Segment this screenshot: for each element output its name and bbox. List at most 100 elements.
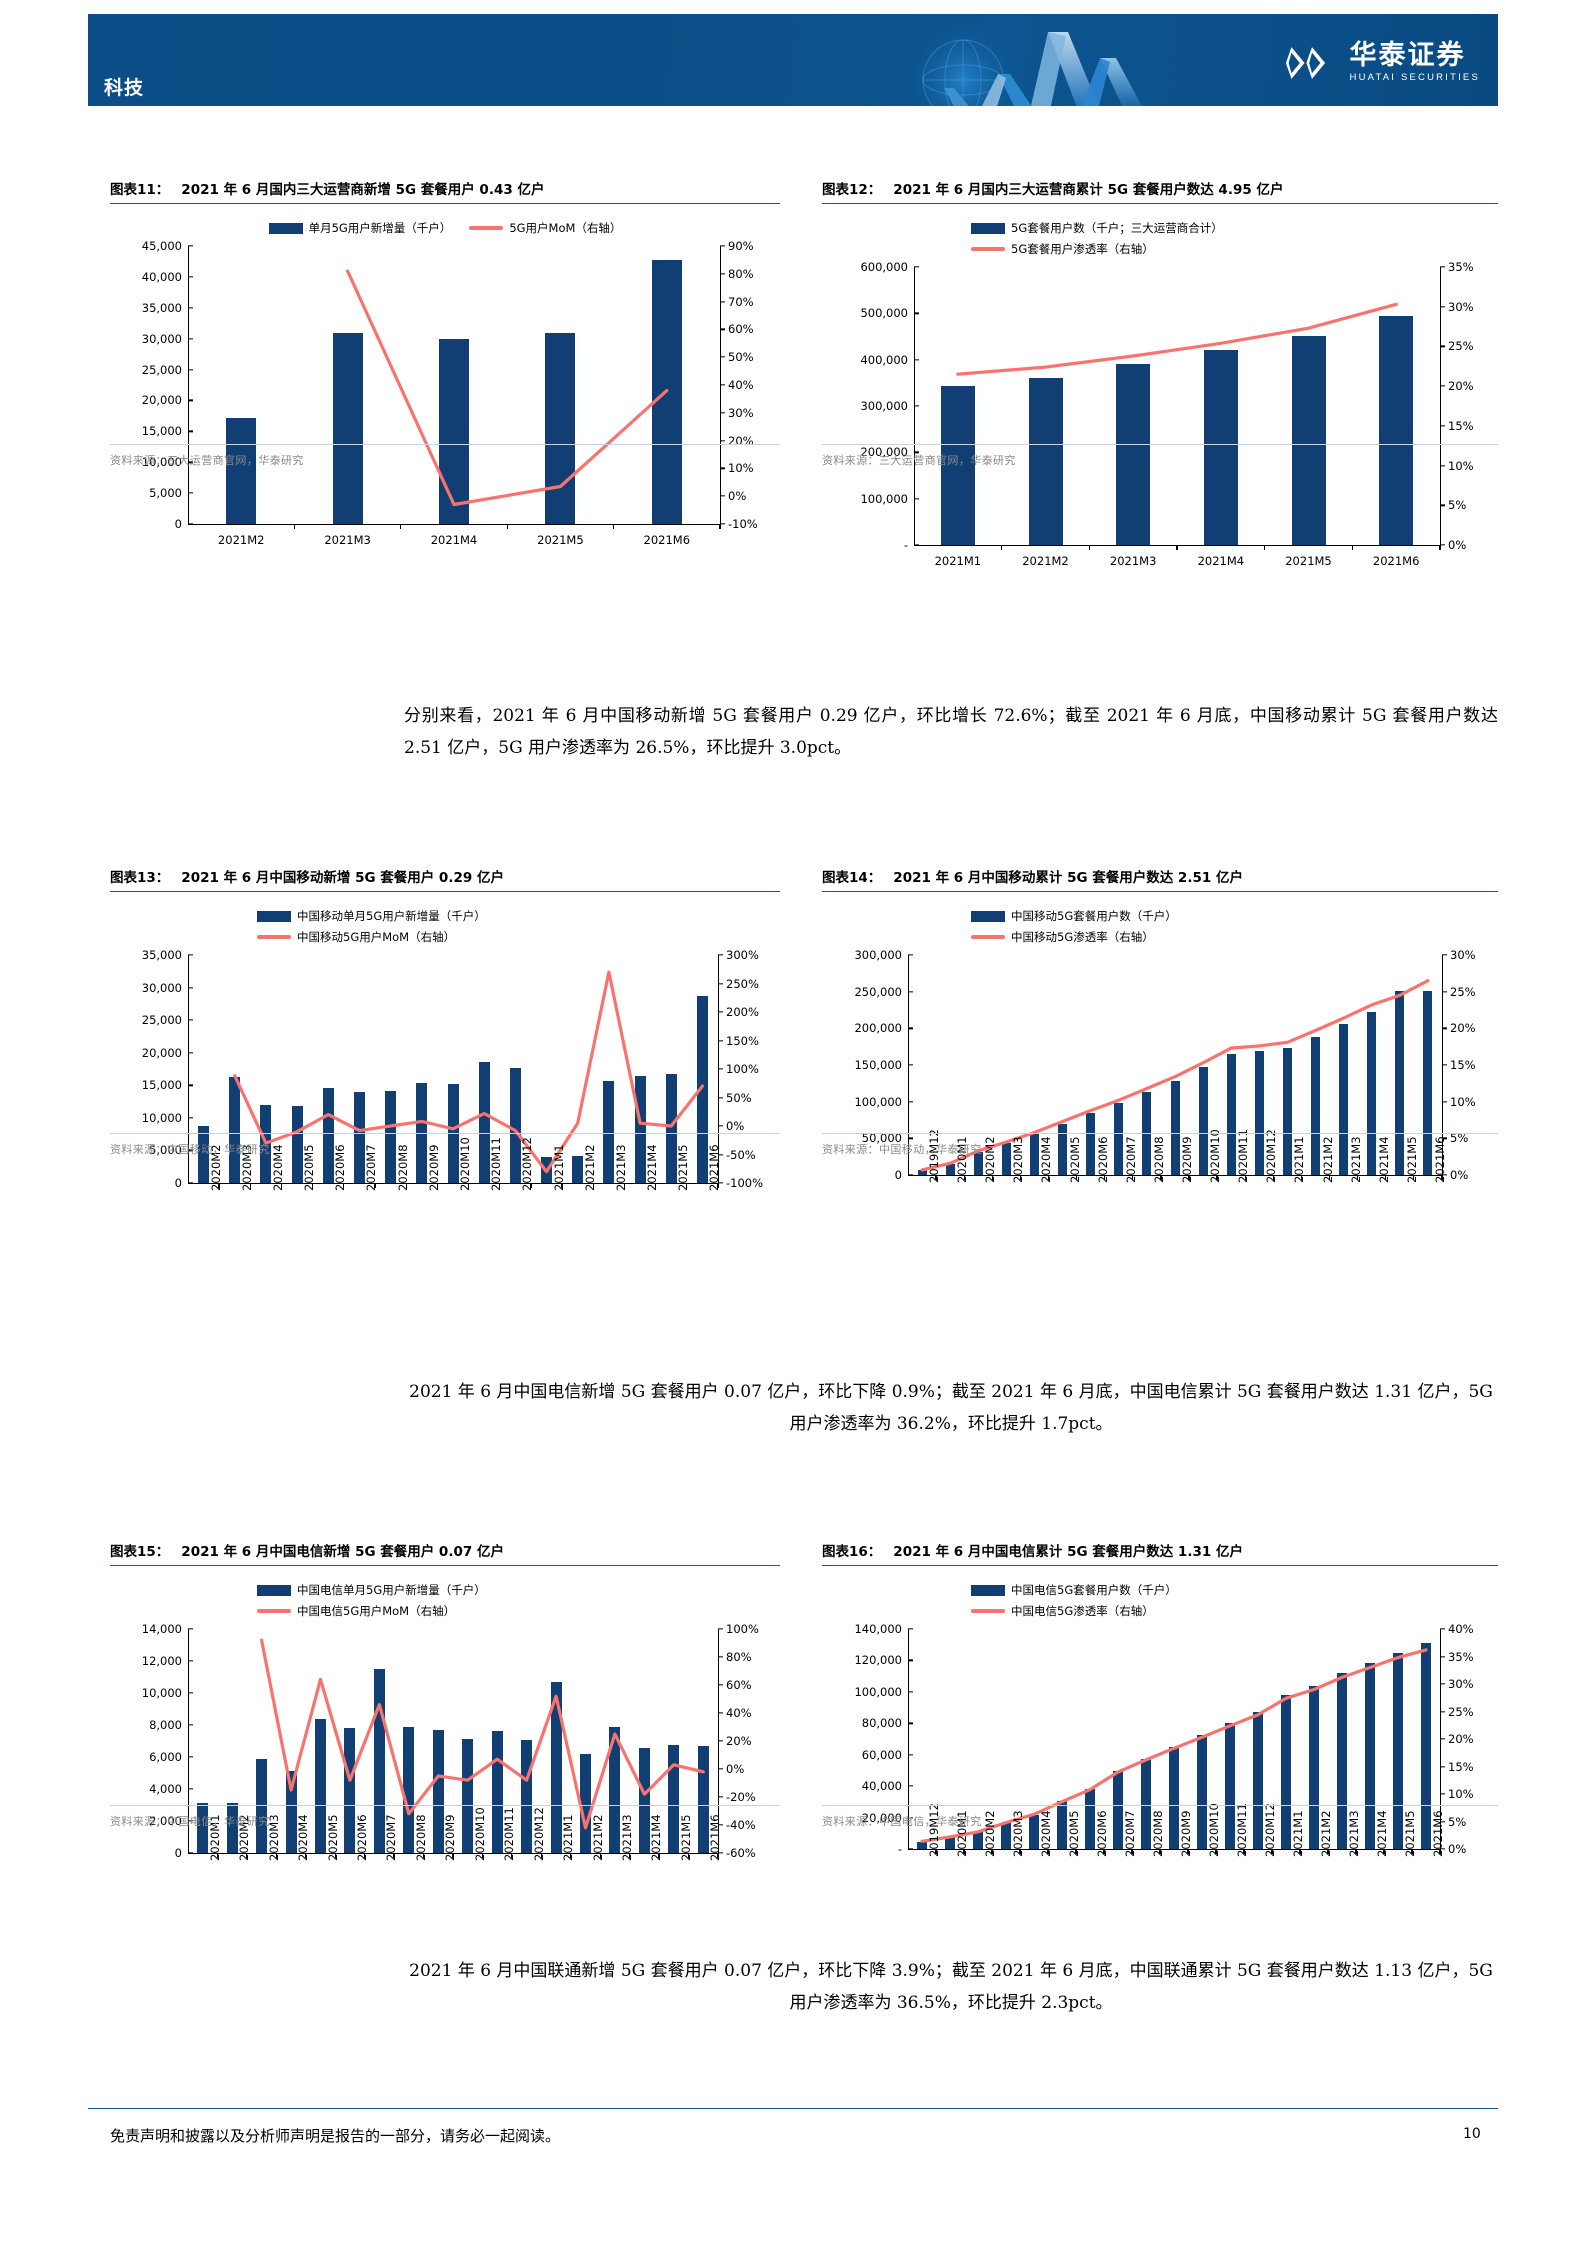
y-axis-right-tick-mark: [718, 1096, 723, 1099]
y-axis-right-tick-label: -20%: [726, 1790, 756, 1804]
y-axis-left-tick-label: 300,000: [854, 948, 902, 962]
y-axis-right-tick-label: 40%: [728, 378, 754, 392]
chart-line-series: [346, 269, 669, 507]
y-axis-left-tick-mark: [908, 1101, 913, 1103]
x-axis-tick-mark: [374, 1183, 376, 1188]
x-axis-tick-mark: [452, 1853, 454, 1858]
x-axis-tick-label: 2021M5: [537, 533, 584, 547]
x-axis-tick-mark: [612, 524, 615, 529]
y-axis-left-tick-label: 0: [174, 1846, 182, 1860]
x-axis-tick-mark: [1356, 1175, 1359, 1180]
logo-text-cn: 华泰证券: [1349, 40, 1466, 71]
legend-item: 单月5G用户新增量（千户）: [268, 220, 451, 236]
x-axis-tick-mark: [436, 1183, 438, 1188]
figure-number: 图表12：: [822, 182, 882, 198]
y-axis-left-tick-mark: [188, 399, 193, 402]
chart-bar: [1337, 1673, 1347, 1849]
y-axis-right-tick-mark: [1440, 1793, 1445, 1795]
y-axis-right-tick-label: 35%: [1448, 1649, 1474, 1664]
report-category: 科技: [104, 77, 145, 99]
y-axis-left-tick-label: 8,000: [149, 1718, 182, 1732]
x-axis-tick-mark: [1019, 1175, 1022, 1180]
x-axis-tick-mark: [561, 1183, 563, 1188]
x-axis-tick-mark: [1383, 1849, 1385, 1854]
figure-number: 图表13：: [110, 870, 170, 886]
y-axis-right: -60% -40% -20% 0% 20% 40% 60% 80% 100%: [718, 1622, 780, 1860]
chart-bar: [917, 1170, 927, 1175]
y-axis-right-tick-mark: [720, 273, 725, 275]
figure-title-text: 2021 年 6 月中国电信累计 5G 套餐用户数达 1.31 亿户: [893, 1544, 1243, 1560]
chart-bar: [229, 1076, 241, 1183]
y-axis-right-tick-mark: [1442, 954, 1447, 956]
y-axis-left-tick-label: 4,000: [149, 1782, 182, 1796]
chart-bar: [226, 1803, 238, 1853]
y-axis-left-tick-label: 35,000: [141, 948, 182, 962]
x-axis-tick-mark: [1385, 1175, 1387, 1180]
y-axis-left-tick-label: 10,000: [141, 455, 182, 470]
legend-item: 中国电信5G渗透率（右轴）: [971, 1603, 1154, 1619]
figure-source: 资料来源：中国电信，华泰研究: [822, 1815, 982, 1828]
x-axis-tick-mark: [1299, 1849, 1301, 1854]
y-axis-left-tick-label: 45,000: [141, 239, 182, 253]
chart-bar: [696, 996, 708, 1183]
y-axis-left: - 20,000 40,000 60,000 80,000 100,000 120,000 1…: [822, 1622, 913, 1856]
y-axis-right-tick-mark: [718, 1740, 723, 1742]
x-axis-tick-mark: [1439, 545, 1441, 550]
y-axis-right-tick-label: -100%: [726, 1176, 764, 1190]
legend-item: 中国移动5G套餐用户数（千户）: [971, 908, 1177, 924]
y-axis-left-tick-mark: [188, 1788, 193, 1790]
chart-bar: [1029, 1134, 1039, 1175]
y-axis-left-tick-mark: [908, 1722, 913, 1724]
legend-label: 中国移动5G渗透率（右轴）: [1011, 930, 1154, 944]
chart-bar: [416, 1082, 428, 1183]
y-axis-right-tick-label: 300%: [726, 948, 759, 962]
page-number: 10: [1463, 2126, 1481, 2142]
legend-item: 中国移动单月5G用户新增量（千户）: [257, 908, 486, 924]
legend-line-swatch: [971, 1609, 1005, 1613]
y-axis-right-tick-mark: [718, 1684, 723, 1686]
axis-line-right: [718, 955, 720, 1183]
y-axis-left-tick-mark: [908, 1691, 913, 1693]
y-axis-right-tick-label: 200%: [726, 1005, 759, 1019]
chart-plot-area: 0 5,000 10,000 15,000 20,000 25,000 30,000 35,0…: [110, 239, 780, 547]
footer-divider: [88, 2108, 1498, 2109]
y-axis-left-tick-mark: [188, 430, 193, 432]
chart-plot-area: 0 50,000 100,000 150,000 200,000 250,000 300,0…: [822, 948, 1498, 1255]
y-axis-right-tick-label: 30%: [1448, 299, 1474, 314]
chart-bar: [291, 1106, 303, 1183]
y-axis-left-tick-label: 30,000: [141, 980, 182, 995]
y-axis-right-tick-mark: [1440, 1655, 1445, 1658]
legend-item: 中国移动5G渗透率（右轴）: [971, 929, 1154, 945]
y-axis-right-tick-mark: [718, 1182, 723, 1184]
y-axis-left-tick-label: 5,000: [149, 486, 182, 501]
chart-bar: [1421, 1643, 1431, 1849]
x-axis-tick-mark: [935, 1849, 937, 1854]
y-axis-right-tick-label: 40%: [726, 1706, 752, 1720]
y-axis-left-tick-mark: [188, 338, 193, 340]
y-axis-left-tick-label: 5,000: [149, 1143, 182, 1158]
y-axis-right-tick-label: 20%: [1448, 379, 1474, 394]
x-axis-tick-label: 2021M4: [1197, 554, 1245, 568]
chart-bar: [1311, 1036, 1321, 1175]
y-axis-left-tick-label: 400,000: [860, 352, 908, 367]
x-axis-tick-label: 2021M3: [324, 533, 371, 547]
x-axis-tick-mark: [717, 1183, 719, 1188]
y-axis-right-tick-mark: [1442, 1101, 1447, 1103]
y-axis-right-tick-mark: [718, 1824, 723, 1826]
y-axis-left-tick-mark: [914, 359, 919, 361]
figure-source: 资料来源：三大运营商官网，华泰研究: [110, 454, 304, 467]
y-axis-right-tick-mark: [720, 523, 725, 525]
figure-title: 图表12： 2021 年 6 月国内三大运营商累计 5G 套餐用户数达 4.95 …: [822, 178, 1498, 203]
x-axis-tick-label: 2021M3: [1109, 554, 1157, 568]
axis-line-left: [908, 1629, 910, 1849]
figure-title-rule: [110, 1565, 780, 1566]
x-axis-tick-mark: [687, 1853, 690, 1858]
x-axis-tick-mark: [1176, 545, 1178, 550]
y-axis-right-tick-label: 30%: [728, 405, 754, 420]
source-divider: [822, 1805, 1498, 1806]
chart-bar: [462, 1739, 474, 1853]
y-axis-right-tick-label: 0%: [726, 1762, 745, 1776]
chart-canvas: 2019M12 2020M1 2020M2 2020M3 2020M4 2020M5 202…: [908, 1629, 1445, 1857]
chart-bar: [1309, 1685, 1319, 1849]
y-axis-right-tick-label: 80%: [728, 266, 754, 281]
